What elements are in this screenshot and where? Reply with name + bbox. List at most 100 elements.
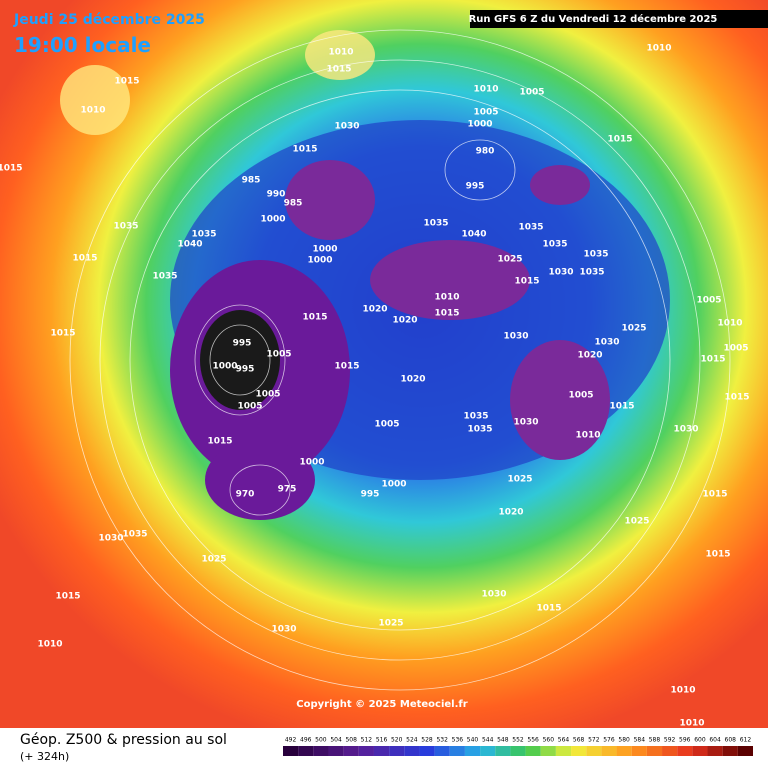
legend-level: 528 [421,737,433,744]
ridge [60,65,130,135]
pressure-label: 1025 [497,255,522,265]
legend-level: 572 [588,737,600,744]
pressure-label: 1030 [503,332,528,342]
pressure-label: 1015 [700,355,725,365]
legend-swatch [540,746,556,756]
pressure-label: 1015 [334,362,359,372]
trough [205,440,315,520]
legend-swatch [601,746,617,756]
trough [510,340,610,460]
legend-level: 512 [361,737,373,744]
legend-level: 556 [527,737,539,744]
legend-swatch [404,746,420,756]
pressure-label: 1000 [260,215,285,225]
legend-swatch [525,746,541,756]
pressure-label: 1035 [152,272,177,282]
pressure-label: 1015 [724,393,749,403]
pressure-label: 1015 [705,550,730,560]
pressure-label: 1035 [113,222,138,232]
pressure-label: 1000 [212,362,237,372]
footer-lead: (+ 324h) [20,750,69,763]
pressure-label: 1010 [473,85,498,95]
pressure-label: 1015 [114,77,139,87]
pressure-label: 995 [233,339,252,349]
pressure-label: 1005 [568,391,593,401]
legend-swatch [283,746,299,756]
pressure-label: 1040 [177,240,202,250]
pressure-label: 1030 [673,425,698,435]
pressure-label: 1005 [723,344,748,354]
legend-swatch [449,746,465,756]
pressure-label: 1005 [696,296,721,306]
legend-swatch [464,746,481,756]
legend-level: 604 [709,737,721,744]
date: Jeudi 25 décembre 2025 [13,12,205,28]
legend-level: 500 [315,737,327,744]
legend-level: 576 [603,737,615,744]
pressure-label: 1005 [255,390,280,400]
pressure-label: 1040 [461,230,486,240]
legend-swatch [480,746,496,756]
legend-level: 592 [664,737,676,744]
legend-level: 608 [725,737,737,744]
trough [285,160,375,240]
legend-swatch [616,746,632,756]
pressure-label: 995 [466,182,485,192]
pressure-label: 1010 [717,319,742,329]
pressure-label: 1030 [481,590,506,600]
pressure-label: 1020 [392,316,417,326]
pressure-label: 1005 [473,108,498,118]
legend-swatch [495,746,511,756]
pressure-label: 1010 [328,48,353,58]
pressure-label: 1020 [362,305,387,315]
pressure-label: 1005 [374,420,399,430]
pressure-label: 1015 [514,277,539,287]
pressure-label: 1015 [607,135,632,145]
legend-level: 600 [694,737,706,744]
pressure-label: 1015 [434,309,459,319]
pressure-label: 1010 [646,44,671,54]
pressure-label: 1005 [266,350,291,360]
pressure-label: 1005 [519,88,544,98]
time: 19:00 locale [14,33,151,57]
pressure-label: 1000 [381,480,406,490]
pressure-label: 995 [236,365,255,375]
legend-swatch [298,746,314,756]
pressure-label: 995 [361,490,380,500]
pressure-label: 1010 [434,293,459,303]
pressure-label: 1035 [518,223,543,233]
legend-swatch [586,746,602,756]
pressure-label: 1035 [579,268,604,278]
pressure-label: 1035 [542,240,567,250]
legend-level: 544 [482,737,494,744]
legend-level: 496 [300,737,312,744]
legend-level: 564 [558,737,570,744]
pressure-label: 1005 [237,402,262,412]
pressure-label: 1015 [326,65,351,75]
legend-level: 524 [406,737,418,744]
pressure-label: 1015 [702,490,727,500]
pressure-label: 1015 [207,437,232,447]
legend-swatch [555,746,572,756]
trough [370,240,530,320]
legend-swatch [343,746,359,756]
pressure-label: 985 [242,176,261,186]
legend-swatch [328,746,344,756]
legend-level: 532 [436,737,448,744]
pressure-label: 1010 [37,640,62,650]
ridge [305,30,375,80]
pressure-label: 1015 [302,313,327,323]
pressure-label: 1030 [594,338,619,348]
legend-level: 516 [376,737,388,744]
run-banner [470,10,768,28]
legend-swatch [434,746,450,756]
pressure-label: 1000 [307,256,332,266]
copyright: Copyright © 2025 Meteociel.fr [296,699,467,710]
legend-level: 504 [330,737,342,744]
pressure-label: 1015 [55,592,80,602]
legend-swatch [358,746,374,756]
legend-swatch [571,746,587,756]
legend-level: 580 [618,737,630,744]
legend-swatch [722,746,738,756]
legend-level: 492 [285,737,297,744]
